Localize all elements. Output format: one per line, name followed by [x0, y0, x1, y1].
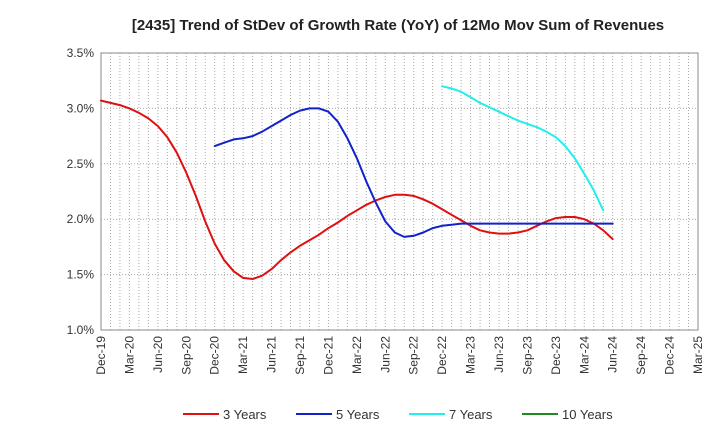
x-tick-label: Jun-22 [378, 336, 392, 373]
legend-item-5-years: 5 Years [296, 407, 380, 422]
x-tick-label: Jun-24 [606, 336, 620, 373]
x-tick-label: Dec-24 [663, 336, 677, 375]
legend-item-3-years: 3 Years [183, 407, 267, 422]
y-tick-label: 1.0% [67, 323, 95, 337]
legend-label: 7 Years [449, 407, 493, 422]
chart-title: [2435] Trend of StDev of Growth Rate (Yo… [132, 17, 664, 34]
x-tick-label: Sep-24 [634, 336, 648, 375]
x-tick-label: Sep-20 [179, 336, 193, 375]
x-tick-label: Jun-20 [151, 336, 165, 373]
y-tick-label: 2.5% [67, 157, 95, 171]
series-layer [100, 85, 614, 280]
x-axis-ticks: Dec-19 Mar-20 Jun-20 Sep-20 Dec-20 Mar-21 Jun-… [94, 336, 705, 375]
x-tick-label: Sep-21 [293, 336, 307, 375]
series-line-7-years [441, 85, 605, 212]
x-tick-label: Sep-23 [520, 336, 534, 375]
x-tick-label: Mar-20 [122, 336, 136, 374]
x-tick-label: Dec-21 [321, 336, 335, 375]
x-tick-label: Mar-24 [577, 336, 591, 374]
grid [101, 53, 698, 330]
y-axis-ticks: 1.0% 1.5% 2.0% 2.5% 3.0% 3.5% [67, 46, 95, 337]
y-tick-label: 3.0% [67, 101, 95, 115]
y-tick-label: 1.5% [67, 268, 95, 282]
x-tick-label: Dec-22 [435, 336, 449, 375]
x-tick-label: Mar-25 [691, 336, 705, 374]
legend-label: 3 Years [223, 407, 267, 422]
y-tick-label: 2.0% [67, 212, 95, 226]
x-tick-label: Dec-20 [208, 336, 222, 375]
plot-area [100, 52, 699, 331]
x-tick-label: Dec-19 [94, 336, 108, 375]
x-tick-label: Jun-21 [265, 336, 279, 373]
y-tick-label: 3.5% [67, 46, 95, 60]
x-tick-label: Dec-23 [549, 336, 563, 375]
legend-label: 5 Years [336, 407, 380, 422]
x-tick-label: Mar-22 [350, 336, 364, 374]
legend-item-10-years: 10 Years [522, 407, 613, 422]
series-line-5-years [213, 107, 614, 238]
x-tick-label: Mar-23 [464, 336, 478, 374]
x-tick-label: Sep-22 [407, 336, 421, 375]
legend-item-7-years: 7 Years [409, 407, 493, 422]
x-tick-label: Jun-23 [492, 336, 506, 373]
series-line-3-years [100, 99, 614, 280]
legend-label: 10 Years [562, 407, 613, 422]
legend: 3 Years 5 Years 7 Years 10 Years [183, 407, 613, 422]
x-tick-label: Mar-21 [236, 336, 250, 374]
